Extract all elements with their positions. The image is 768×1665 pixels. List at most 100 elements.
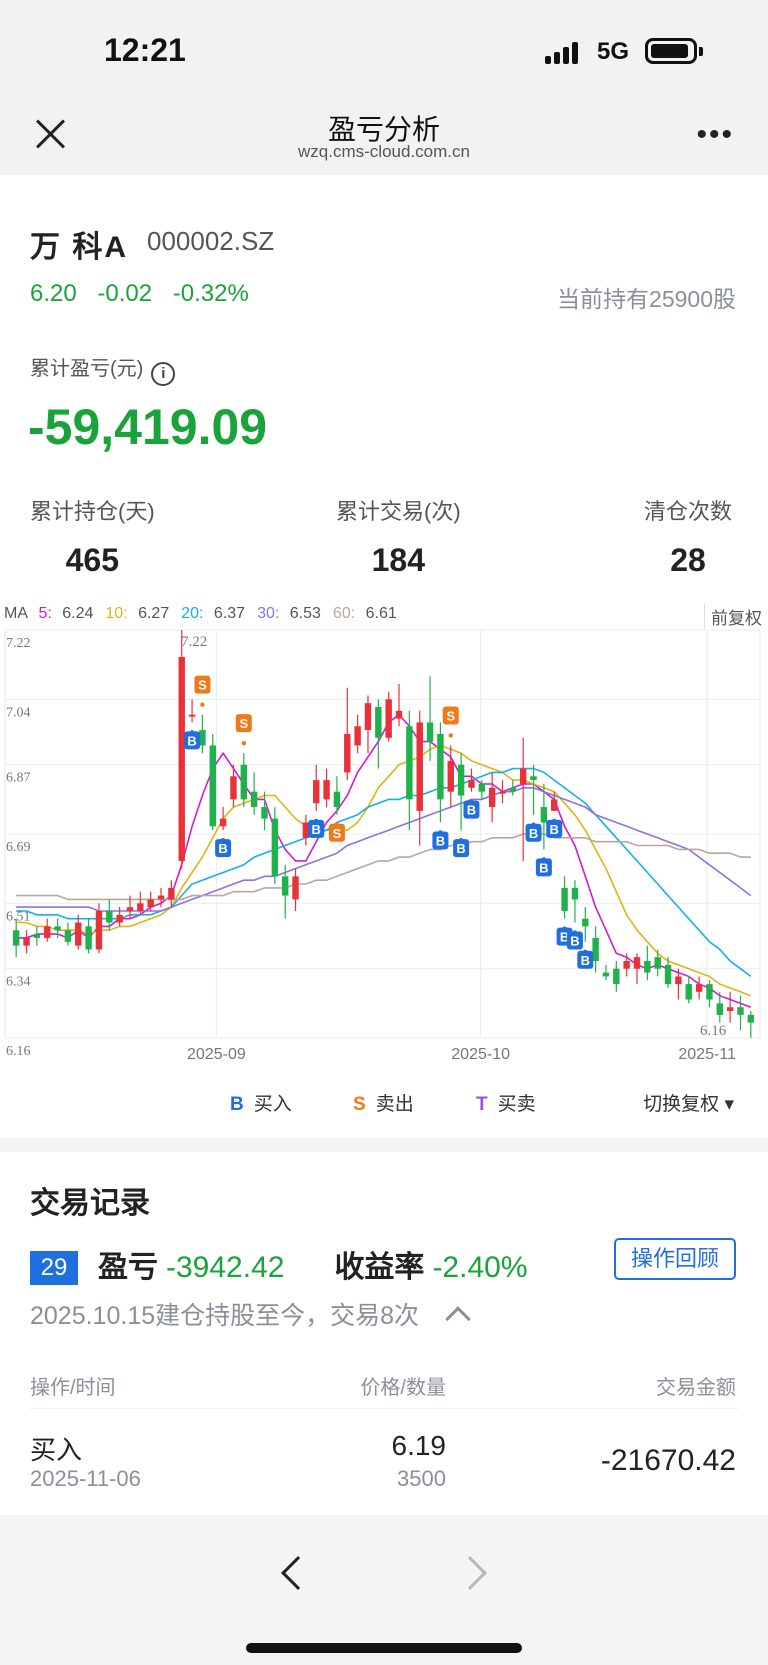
candle-body bbox=[64, 930, 72, 942]
candle-body bbox=[644, 961, 651, 973]
records-badge: 29 bbox=[30, 1251, 78, 1285]
ma-prefix: MA bbox=[4, 605, 28, 622]
pnl-label: 盈亏 bbox=[98, 1251, 158, 1284]
candle-body bbox=[613, 968, 620, 985]
candle-body bbox=[240, 764, 248, 800]
stat-clear-count: 清仓次数 28 bbox=[644, 494, 732, 579]
candle-body bbox=[706, 984, 713, 1000]
candle-body bbox=[106, 910, 113, 923]
candle-body bbox=[85, 926, 92, 950]
marker-badge bbox=[194, 675, 211, 694]
row-price: 6.19 bbox=[391, 1430, 447, 1461]
legend-sell: S 卖出 bbox=[353, 1089, 414, 1116]
ma-line-ma60 bbox=[16, 833, 751, 901]
row-qty: 3500 bbox=[397, 1466, 446, 1491]
home-indicator[interactable] bbox=[246, 1643, 522, 1653]
candle-body bbox=[333, 791, 341, 808]
pnl-label-row: 累计盈亏(元) i bbox=[30, 352, 176, 386]
network-label: 5G bbox=[597, 38, 630, 65]
marker-badge bbox=[442, 706, 459, 725]
ma-key: 60: bbox=[332, 605, 356, 622]
candle-body bbox=[437, 733, 444, 800]
marker-badge bbox=[453, 839, 470, 858]
records-desc-row[interactable]: 2025.10.15建仓持股至今，交易8次 bbox=[30, 1296, 471, 1332]
marker-label: B bbox=[529, 826, 538, 841]
candle-body bbox=[271, 818, 279, 877]
candle-body bbox=[126, 907, 134, 911]
candle-body bbox=[137, 903, 144, 911]
candle-body bbox=[313, 780, 320, 804]
marker-badge bbox=[566, 931, 583, 950]
marker-badge bbox=[328, 823, 345, 842]
candle-body bbox=[488, 787, 496, 808]
candle-body bbox=[54, 926, 61, 931]
y-tick-label: 6.34 bbox=[6, 975, 31, 990]
stat-label: 累计持仓(天) bbox=[30, 499, 155, 524]
candle-body bbox=[209, 745, 216, 827]
pnl-value: -59,419.09 bbox=[28, 399, 268, 455]
records-title: 交易记录 bbox=[30, 1187, 150, 1220]
high-label: 7.22 bbox=[181, 634, 207, 650]
candle-body bbox=[737, 1007, 744, 1015]
review-button[interactable]: 操作回顾 bbox=[614, 1238, 736, 1280]
candle-body bbox=[75, 922, 82, 946]
marker-label: S bbox=[333, 826, 342, 841]
candle-body bbox=[726, 1007, 734, 1012]
header-amount: 交易金额 bbox=[656, 1377, 736, 1399]
nav-bar: 盈亏分析 wzq.cms-cloud.com.cn ••• bbox=[0, 100, 768, 175]
stock-code: 000002.SZ bbox=[147, 226, 275, 256]
header-divider bbox=[30, 1408, 738, 1409]
stock-price: 6.20 bbox=[30, 280, 77, 307]
stock-change-pct: -0.32% bbox=[172, 280, 249, 307]
candle-body bbox=[168, 887, 175, 900]
candle-body bbox=[292, 876, 299, 900]
candle-body bbox=[147, 899, 154, 908]
marker-label: B bbox=[187, 733, 196, 748]
candle-body bbox=[230, 776, 237, 800]
marker-dot bbox=[448, 733, 453, 738]
candle-body bbox=[219, 818, 227, 827]
more-icon[interactable]: ••• bbox=[696, 118, 734, 151]
marker-badge bbox=[463, 800, 480, 819]
marker-label: B bbox=[436, 833, 445, 848]
y-tick-label: 6.16 bbox=[6, 1044, 31, 1059]
forward-icon[interactable] bbox=[453, 1556, 487, 1590]
holding-text: 当前持有25900股 bbox=[557, 286, 736, 312]
ma-line-ma20 bbox=[16, 767, 752, 978]
legend-both-symbol: T bbox=[476, 1094, 488, 1115]
candle-body bbox=[344, 733, 351, 773]
back-icon[interactable] bbox=[281, 1556, 315, 1590]
candle-body bbox=[499, 791, 506, 794]
kline-chart[interactable]: 7.22 7.04 6.87 6.69 6.51 6.34 6.16 2025-09 2025-… bbox=[0, 600, 768, 1060]
marker-dot bbox=[241, 740, 247, 746]
chevron-up-icon[interactable] bbox=[445, 1306, 471, 1332]
candle-body bbox=[302, 822, 310, 838]
candle-body bbox=[188, 714, 196, 717]
signal-icon bbox=[545, 40, 585, 64]
stat-label: 累计交易(次) bbox=[336, 499, 461, 524]
marker-label: S bbox=[239, 716, 248, 731]
candle-body bbox=[509, 787, 517, 792]
marker-badge bbox=[215, 839, 232, 858]
x-tick-label: 2025-10 bbox=[451, 1046, 510, 1060]
candle-body bbox=[582, 918, 589, 927]
marker-dot bbox=[200, 702, 205, 707]
adjust-mode-label[interactable]: 前复权 bbox=[704, 604, 762, 629]
ma-legend-item: 10: 6.27 bbox=[105, 605, 175, 622]
legend-both-label: 买卖 bbox=[497, 1094, 536, 1115]
info-icon[interactable]: i bbox=[151, 362, 176, 386]
candle-body bbox=[540, 807, 548, 823]
candle-body bbox=[323, 780, 330, 800]
y-tick-label: 7.04 bbox=[6, 705, 31, 720]
rate-label: 收益率 bbox=[334, 1251, 425, 1284]
candle-body bbox=[561, 887, 568, 911]
x-tick-label: 2025-11 bbox=[678, 1046, 736, 1060]
ma-line-ma10 bbox=[16, 744, 752, 997]
candle-body bbox=[375, 706, 382, 738]
ma-value: 6.61 bbox=[361, 605, 397, 622]
ma-key: 5: bbox=[38, 605, 52, 622]
candle-body bbox=[519, 768, 527, 784]
legend-buy-symbol: B bbox=[230, 1094, 244, 1115]
switch-adjust-button[interactable]: 切换复权 ▾ bbox=[643, 1089, 734, 1116]
low-label: 6.16 bbox=[700, 1023, 727, 1039]
